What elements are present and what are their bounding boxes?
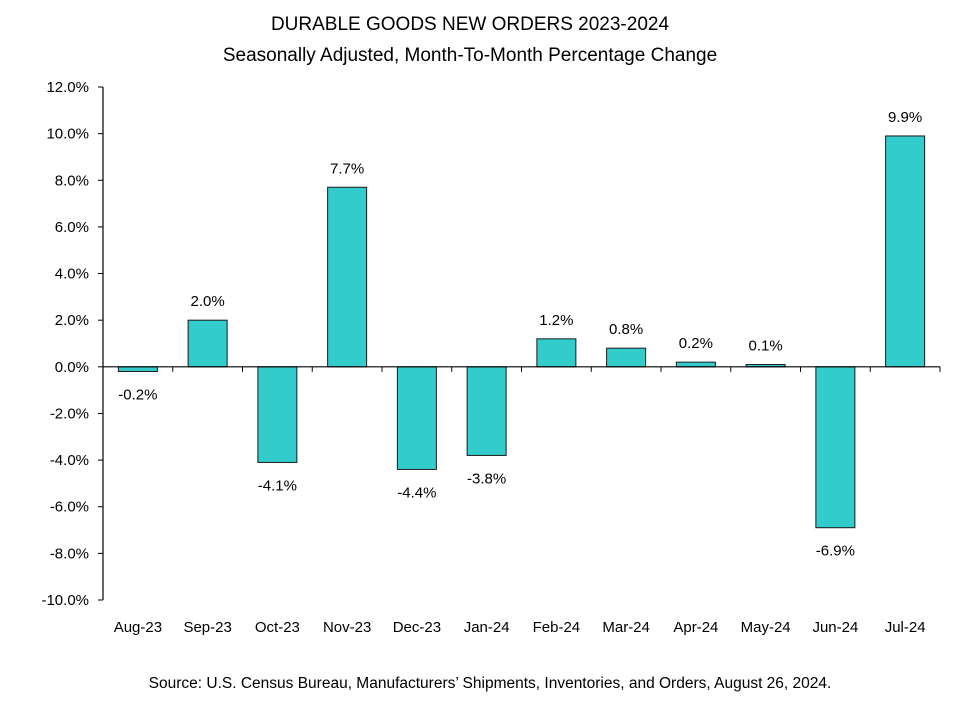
bar [327, 186, 368, 368]
bar [885, 135, 926, 368]
y-tick-label: -6.0% [50, 499, 89, 516]
y-tick-label: 10.0% [46, 126, 89, 143]
data-label: 9.9% [888, 109, 922, 126]
source-note: Source: U.S. Census Bureau, Manufacturer… [149, 675, 832, 692]
x-tick-label: Nov-23 [323, 619, 371, 636]
data-label: -0.2% [118, 386, 157, 403]
data-label: -4.4% [397, 484, 436, 501]
y-tick-label: 6.0% [55, 219, 89, 236]
x-tick-label: Jul-24 [885, 619, 926, 636]
bar [187, 319, 228, 368]
data-label: 2.0% [191, 293, 225, 310]
chart-subtitle: Seasonally Adjusted, Month-To-Month Perc… [223, 45, 717, 66]
bar [606, 347, 647, 368]
x-tick-label: May-24 [741, 619, 791, 636]
y-tick-label: 12.0% [46, 79, 89, 96]
data-label: -4.1% [258, 477, 297, 494]
y-tick-label: 2.0% [55, 312, 89, 329]
bar [536, 338, 577, 368]
data-label: -3.8% [467, 470, 506, 487]
bar [466, 366, 507, 456]
bar [815, 366, 856, 529]
data-label: 0.8% [609, 321, 643, 338]
x-tick-label: Feb-24 [533, 619, 581, 636]
chart-title: DURABLE GOODS NEW ORDERS 2023-2024 [271, 14, 670, 35]
y-tick-label: -10.0% [41, 592, 89, 609]
bar [117, 366, 158, 372]
y-tick-label: -2.0% [50, 405, 89, 422]
bar [257, 366, 298, 463]
bar [396, 366, 437, 470]
y-tick-label: -4.0% [50, 452, 89, 469]
x-tick-label: Dec-23 [393, 619, 441, 636]
x-tick-label: Sep-23 [183, 619, 231, 636]
y-tick-label: 4.0% [55, 266, 89, 283]
x-tick-label: Jun-24 [812, 619, 858, 636]
x-tick-label: Jan-24 [464, 619, 510, 636]
x-tick-label: Mar-24 [602, 619, 650, 636]
y-tick-label: -8.0% [50, 545, 89, 562]
data-label: 0.2% [679, 335, 713, 352]
x-tick-label: Aug-23 [114, 619, 162, 636]
y-tick-label: 0.0% [55, 359, 89, 376]
data-label: -6.9% [816, 543, 855, 560]
data-label: 1.2% [539, 312, 573, 329]
y-tick-label: 8.0% [55, 172, 89, 189]
data-label: 0.1% [749, 337, 783, 354]
data-label: 7.7% [330, 160, 364, 177]
x-tick-label: Apr-24 [673, 619, 718, 636]
bar [675, 361, 716, 368]
x-tick-label: Oct-23 [255, 619, 300, 636]
